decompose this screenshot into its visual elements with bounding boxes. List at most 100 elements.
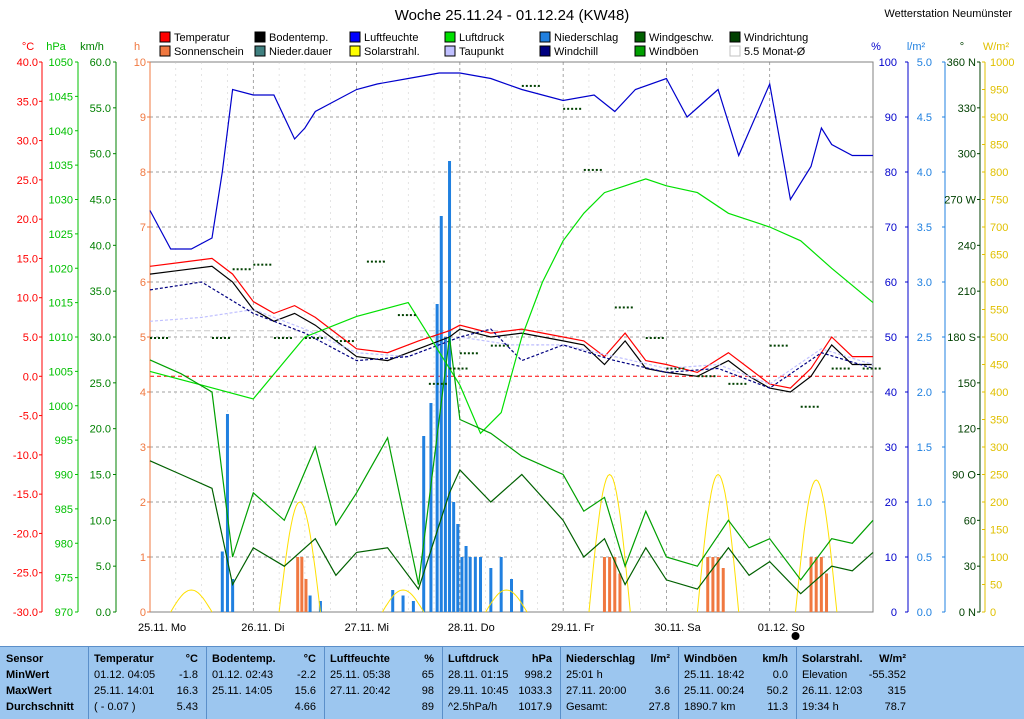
wind-direction-dot — [866, 367, 869, 370]
wind-direction-dot — [630, 306, 633, 309]
wind-direction-dot — [467, 352, 470, 355]
wind-direction-dot — [567, 107, 570, 110]
wind-direction-dot — [709, 375, 712, 378]
wind-direction-dot — [453, 367, 456, 370]
hours-axis-tick-label: 6 — [140, 277, 146, 289]
axis-unit-label: km/h — [80, 41, 104, 53]
hours-axis-tick-label: 7 — [140, 222, 146, 234]
wind-direction-dot — [674, 367, 677, 370]
temperature-axis-tick-label: 30.0 — [17, 136, 38, 148]
rain-axis-tick-label: 3.0 — [917, 277, 932, 289]
solar-radiation-curve — [696, 473, 740, 613]
axis-unit-label: W/m² — [983, 41, 1010, 53]
solar-radiation-curve — [795, 479, 838, 613]
rain-bar — [411, 601, 415, 612]
wind-direction-dot — [583, 168, 586, 171]
wind-direction-dot — [878, 367, 881, 370]
direction-axis-tick-label: 150 — [958, 378, 976, 390]
pressure-axis-tick-label: 1050 — [49, 57, 73, 69]
solar-axis-tick-label: 400 — [990, 387, 1008, 399]
wind-axis-tick-label: 5.0 — [96, 561, 111, 573]
wind-axis-tick-label: 10.0 — [90, 515, 111, 527]
temperature-axis-tick-label: -25.0 — [13, 568, 38, 580]
stats-cell-label: Durchschnitt — [6, 701, 74, 713]
rain-axis-tick-label: 5.0 — [917, 57, 932, 69]
wind-direction-dot — [459, 352, 462, 355]
solar-axis-tick-label: 250 — [990, 470, 1008, 482]
solar-radiation-curve — [278, 501, 321, 613]
stats-cell-label: 25.11. 05:38 — [330, 669, 391, 681]
wind-direction-dot — [816, 405, 819, 408]
rain-bar — [468, 557, 472, 612]
wind-direction-dot — [682, 367, 685, 370]
rain-bar — [448, 161, 452, 612]
wind-direction-dot — [862, 367, 865, 370]
solar-axis-tick-label: 800 — [990, 167, 1008, 179]
stats-cell-value: 11.3 — [767, 701, 788, 713]
sunshine-bar — [613, 557, 617, 612]
wind-direction-dot — [525, 84, 528, 87]
moon-phase-icon — [791, 632, 800, 640]
stats-unit: W/m² — [879, 653, 906, 665]
wind-direction-dot — [436, 382, 439, 385]
weather-week-chart: 40.035.030.025.020.015.010.05.00.0-5.0-1… — [13, 7, 1014, 640]
day-label: 01.12. So — [758, 622, 805, 634]
sunshine-bar — [304, 579, 308, 612]
temperature-axis-tick-label: -5.0 — [19, 411, 38, 423]
wind-direction-dot — [366, 260, 369, 263]
wind-axis-tick-label: 0.0 — [96, 607, 111, 619]
stats-cell-label: 25.11. 14:01 — [94, 685, 155, 697]
direction-axis-tick-label: 30 — [964, 561, 976, 573]
rain-axis-tick-label: 0.0 — [917, 607, 932, 619]
wind-direction-dot — [277, 337, 280, 339]
pressure-axis-tick-label: 1045 — [49, 91, 73, 103]
chart-axes: 40.035.030.025.020.015.010.05.00.0-5.0-1… — [13, 41, 1014, 640]
stats-separator — [678, 647, 679, 719]
wind-direction-dot — [227, 337, 230, 339]
hours-axis-tick-label: 2 — [140, 497, 146, 509]
luftfeuchte-line — [149, 72, 873, 250]
humidity-axis-tick-label: 80 — [885, 167, 897, 179]
wind-direction-dot — [374, 260, 377, 263]
legend-label: Windgeschw. — [649, 32, 714, 44]
wind-direction-dot — [579, 107, 582, 110]
wind-direction-dot — [595, 168, 598, 171]
wind-direction-dot — [697, 375, 700, 378]
temperature-axis-tick-label: 20.0 — [17, 214, 38, 226]
stats-cell-label: 27.11. 20:00 — [566, 685, 627, 697]
pressure-axis-tick-label: 1035 — [49, 160, 73, 172]
stats-column: Bodentemp. °C 01.12. 02:43 -2.2 25.11. 14:05… — [206, 647, 324, 719]
stats-cell-label: 28.11. 01:15 — [448, 669, 509, 681]
stats-cell-label: Elevation — [802, 669, 848, 681]
wind-direction-dot — [347, 340, 350, 343]
wind-axis-tick-label: 55.0 — [90, 103, 111, 115]
stats-cell-value: 4.66 — [294, 701, 316, 713]
wind-direction-dot — [575, 107, 578, 110]
wind-direction-dot — [490, 344, 493, 347]
stats-cell-value: 5.43 — [176, 701, 198, 713]
hours-axis-tick-label: 9 — [140, 112, 146, 124]
wind-direction-dot — [521, 84, 524, 87]
wind-direction-dot — [591, 168, 594, 171]
stats-cell-value: 65 — [421, 669, 434, 681]
wind-direction-dot — [506, 344, 509, 347]
wind-direction-dot — [253, 263, 256, 266]
solar-axis-tick-label: 600 — [990, 277, 1008, 289]
wind-direction-dot — [870, 367, 873, 370]
solar-axis-tick-label: 300 — [990, 442, 1008, 454]
rain-axis-tick-label: 1.0 — [917, 497, 932, 509]
rain-bar — [422, 436, 426, 612]
direction-axis-tick-label: 240 — [958, 240, 976, 252]
stats-cell-label: 27.11. 20:42 — [330, 685, 391, 697]
legend-swatch — [159, 31, 171, 43]
wind-direction-dot — [657, 337, 660, 339]
stats-cell-label: 25:01 h — [566, 669, 603, 681]
stats-header: Windböen — [684, 653, 738, 665]
hours-axis-tick-label: 8 — [140, 167, 146, 179]
stats-header: Bodentemp. — [212, 653, 276, 665]
sunshine-bar — [716, 557, 720, 612]
rain-axis-tick-label: 4.5 — [917, 112, 932, 124]
chart-title: Woche 25.11.24 - 01.12.24 (KW48) — [395, 7, 630, 24]
solar-radiation-curve — [170, 589, 213, 613]
rain-bar — [401, 595, 405, 612]
